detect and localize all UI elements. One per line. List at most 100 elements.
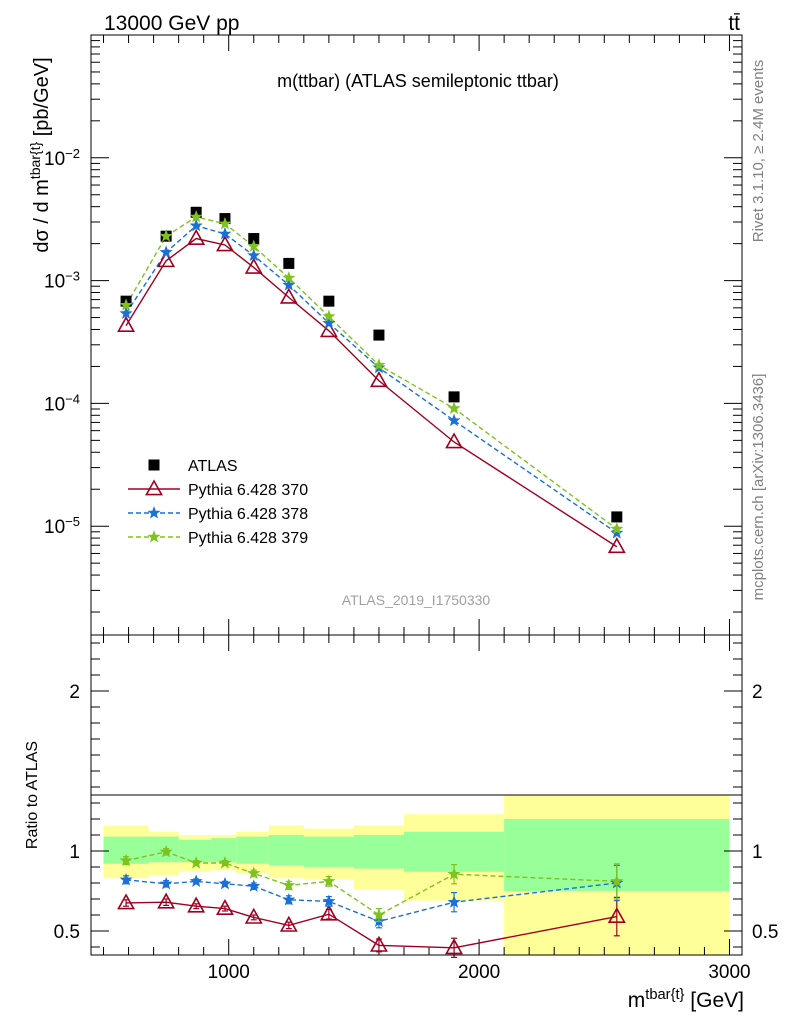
ratio-series-points <box>117 844 626 959</box>
main-data-point <box>447 401 461 414</box>
header-right: tt̄ <box>728 12 740 35</box>
ratio-data-point <box>282 892 296 906</box>
ratio-ticks <box>91 635 742 955</box>
ratio-x-tick-label: 1000 <box>208 962 250 983</box>
main-data-point <box>218 216 232 230</box>
ratio-series-line <box>125 879 617 923</box>
main-data-point <box>373 329 385 341</box>
main-data-point <box>447 413 461 427</box>
ratio-y-tick-label-right: 0.5 <box>752 922 778 943</box>
main-series-line <box>125 216 618 530</box>
ratio-series-line <box>126 901 617 949</box>
ratio-data-point <box>279 915 298 932</box>
main-data-point <box>282 278 296 291</box>
ratio-data-point <box>119 853 133 867</box>
ratio-stat-band <box>148 836 179 863</box>
main-data-point <box>117 315 136 333</box>
main-series-line <box>125 237 618 548</box>
main-data-point <box>119 306 133 320</box>
ratio-data-point <box>117 893 136 910</box>
main-series-points <box>117 206 626 554</box>
mcplots-label: mcplots.cern.ch [arXiv:1306.3436] <box>750 374 767 601</box>
ratio-data-point <box>372 908 386 921</box>
ratio-data-point <box>244 907 263 924</box>
ratio-data-point <box>157 892 176 909</box>
ratio-data-point <box>447 867 461 880</box>
ratio-y-tick-label: 1 <box>69 842 80 863</box>
main-y-tick-label: 10−2 <box>44 145 80 170</box>
legend-marker <box>145 479 163 496</box>
ratio-data-point <box>215 898 234 916</box>
main-data-point <box>187 228 206 245</box>
ratio-data-point <box>319 904 338 921</box>
legend-marker <box>147 506 161 519</box>
main-data-point <box>119 298 133 311</box>
ratio-y-tick-label: 0.5 <box>54 922 80 943</box>
main-data-point <box>611 511 623 523</box>
main-data-point <box>247 239 261 252</box>
ratio-data-point <box>322 874 336 887</box>
ratio-stat-band <box>236 836 269 864</box>
header-left: 13000 GeV pp <box>104 12 239 35</box>
ratio-stat-band <box>178 839 212 863</box>
ratio-data-point <box>218 876 232 890</box>
ratio-series-line <box>125 851 617 916</box>
main-data-point <box>279 287 298 304</box>
ratio-stat-band <box>211 838 237 863</box>
main-data-point <box>159 229 173 242</box>
ratio-panel: 0.5 0.5 1 1 2 2 1000 2000 3000 Ratio to ATLAS m… <box>24 634 778 1012</box>
main-data-point <box>283 257 295 269</box>
main-series-line <box>125 224 618 534</box>
ratio-frame <box>90 634 743 956</box>
main-y-tick-labels: 10−2 10−3 10−4 10−5 <box>44 145 80 538</box>
watermark: ATLAS_2019_I1750330 <box>342 592 491 608</box>
rivet-label: Rivet 3.1.10, ≥ 2.4M events <box>750 60 767 243</box>
legend-label: ATLAS <box>188 458 238 475</box>
ratio-stat-band <box>303 836 354 867</box>
ratio-data-point <box>119 872 133 886</box>
ratio-stat-band <box>268 835 304 866</box>
main-data-point <box>610 526 624 539</box>
ratio-x-tick-labels: 1000 2000 3000 <box>208 962 751 983</box>
main-y-tick-label: 10−5 <box>44 514 80 539</box>
main-data-point <box>244 257 263 274</box>
main-data-point <box>282 271 296 284</box>
ratio-data-point <box>247 866 261 879</box>
ratio-x-tick-label: 3000 <box>708 962 750 983</box>
main-data-point <box>157 251 176 268</box>
main-data-point <box>372 358 386 371</box>
ratio-data-point <box>218 856 232 869</box>
main-data-point <box>218 227 232 240</box>
ratio-data-point <box>189 856 203 869</box>
main-y-axis-label: dσ / d mtbar{t} [pb/GeV] <box>27 57 53 252</box>
main-data-point <box>610 522 624 535</box>
legend-label: Pythia 6.428 378 <box>188 506 308 523</box>
main-data-point <box>248 233 260 245</box>
main-series-lines <box>125 216 618 548</box>
main-data-point <box>159 245 173 258</box>
main-panel: m(ttbar) (ATLAS semileptonic ttbar) ATLA… <box>27 34 743 636</box>
legend-marker <box>147 530 161 543</box>
main-data-point <box>448 391 460 403</box>
ratio-y-axis-label: Ratio to ATLAS <box>24 741 41 849</box>
main-data-point <box>319 321 338 338</box>
ratio-series-lines <box>125 851 617 949</box>
main-data-point <box>322 316 336 329</box>
ratio-data-point <box>607 906 626 924</box>
legend-label: Pythia 6.428 370 <box>188 482 308 499</box>
ratio-data-point <box>447 895 461 908</box>
ratio-data-point <box>159 844 173 858</box>
main-data-point <box>189 218 203 232</box>
ratio-data-point <box>610 874 624 887</box>
ratio-y-tick-label-right: 2 <box>752 682 763 703</box>
x-axis-label: mtbar{t} [GeV] <box>628 987 744 1012</box>
ratio-data-point <box>159 876 173 890</box>
ratio-uncertainty-bands <box>103 795 730 955</box>
legend-label: Pythia 6.428 379 <box>188 530 308 547</box>
ratio-stat-band <box>353 835 404 869</box>
main-data-point <box>369 371 388 388</box>
main-data-point <box>607 537 626 554</box>
main-y-tick-label: 10−4 <box>44 391 80 416</box>
ratio-data-point <box>247 879 261 892</box>
